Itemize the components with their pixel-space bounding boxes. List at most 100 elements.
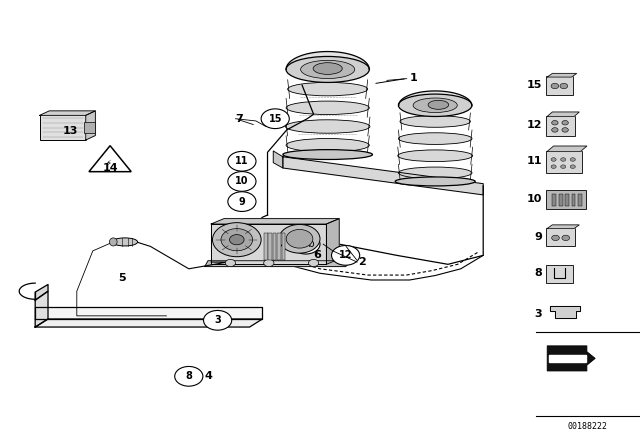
Polygon shape xyxy=(550,306,580,318)
Text: 14: 14 xyxy=(102,163,118,173)
Circle shape xyxy=(230,235,244,245)
Polygon shape xyxy=(35,291,48,327)
Ellipse shape xyxy=(286,101,369,115)
Circle shape xyxy=(212,223,261,257)
Ellipse shape xyxy=(286,56,369,82)
Polygon shape xyxy=(547,146,587,151)
Ellipse shape xyxy=(285,120,370,133)
Circle shape xyxy=(552,128,558,132)
Circle shape xyxy=(561,165,566,168)
Text: 15: 15 xyxy=(527,80,542,90)
Text: 9: 9 xyxy=(534,232,542,241)
Text: 4: 4 xyxy=(205,371,212,381)
Circle shape xyxy=(551,83,559,89)
Ellipse shape xyxy=(400,116,470,127)
Polygon shape xyxy=(205,261,352,267)
Polygon shape xyxy=(35,307,262,319)
Circle shape xyxy=(225,259,236,267)
Ellipse shape xyxy=(286,138,369,152)
Bar xyxy=(559,194,563,206)
Circle shape xyxy=(562,128,568,132)
Ellipse shape xyxy=(398,167,472,179)
Ellipse shape xyxy=(396,177,476,186)
Text: 15b: 15b xyxy=(296,239,316,249)
Polygon shape xyxy=(326,219,339,264)
Circle shape xyxy=(279,224,320,253)
Circle shape xyxy=(570,158,575,161)
FancyBboxPatch shape xyxy=(40,115,86,140)
Ellipse shape xyxy=(283,150,372,159)
Text: 10: 10 xyxy=(527,194,542,204)
FancyBboxPatch shape xyxy=(546,265,573,283)
Circle shape xyxy=(175,366,203,386)
FancyBboxPatch shape xyxy=(546,190,586,209)
Polygon shape xyxy=(283,157,483,195)
Circle shape xyxy=(551,158,556,161)
Ellipse shape xyxy=(398,94,472,116)
Ellipse shape xyxy=(398,133,472,144)
Circle shape xyxy=(332,246,360,265)
Ellipse shape xyxy=(413,98,458,112)
Text: 11: 11 xyxy=(235,156,249,166)
Ellipse shape xyxy=(301,60,355,78)
Text: 13: 13 xyxy=(63,126,78,136)
Polygon shape xyxy=(89,146,131,172)
Circle shape xyxy=(552,121,558,125)
Ellipse shape xyxy=(109,238,117,246)
Bar xyxy=(264,233,268,260)
Text: 9: 9 xyxy=(239,197,245,207)
Bar xyxy=(572,194,575,206)
FancyBboxPatch shape xyxy=(546,116,575,136)
Text: 10: 10 xyxy=(235,177,249,186)
Circle shape xyxy=(560,83,568,89)
Circle shape xyxy=(286,229,313,248)
Ellipse shape xyxy=(112,238,138,246)
Text: 7: 7 xyxy=(236,114,243,124)
Text: 12: 12 xyxy=(527,121,542,130)
Circle shape xyxy=(292,234,320,254)
Text: 8: 8 xyxy=(186,371,192,381)
Text: 1: 1 xyxy=(410,73,417,83)
Text: 6: 6 xyxy=(314,250,321,260)
FancyBboxPatch shape xyxy=(546,151,582,173)
FancyBboxPatch shape xyxy=(546,228,575,246)
Polygon shape xyxy=(35,319,262,327)
Circle shape xyxy=(570,165,575,168)
Bar xyxy=(552,194,556,206)
Text: 12: 12 xyxy=(339,250,353,260)
Polygon shape xyxy=(547,346,595,371)
Polygon shape xyxy=(549,355,586,362)
Circle shape xyxy=(551,165,556,168)
Text: 11: 11 xyxy=(527,156,542,166)
Ellipse shape xyxy=(313,63,342,74)
Circle shape xyxy=(562,235,570,241)
Text: 00188222: 00188222 xyxy=(568,422,607,431)
Circle shape xyxy=(228,151,256,171)
Polygon shape xyxy=(547,112,579,116)
Text: 15: 15 xyxy=(268,114,282,124)
Text: 8: 8 xyxy=(534,268,542,278)
Polygon shape xyxy=(547,73,577,77)
FancyBboxPatch shape xyxy=(84,122,95,133)
Bar xyxy=(282,233,285,260)
Circle shape xyxy=(261,109,289,129)
Circle shape xyxy=(561,158,566,161)
Polygon shape xyxy=(86,111,95,140)
Polygon shape xyxy=(35,284,48,300)
Text: 5: 5 xyxy=(118,273,126,283)
Polygon shape xyxy=(211,219,339,224)
Text: 3: 3 xyxy=(534,309,542,319)
Bar xyxy=(565,194,569,206)
Circle shape xyxy=(204,310,232,330)
Circle shape xyxy=(221,228,253,251)
Bar xyxy=(578,194,582,206)
Bar xyxy=(268,233,272,260)
Text: ⚡: ⚡ xyxy=(105,159,111,168)
Polygon shape xyxy=(40,111,95,116)
Ellipse shape xyxy=(288,82,368,96)
Bar xyxy=(277,233,281,260)
FancyBboxPatch shape xyxy=(546,76,573,95)
Circle shape xyxy=(552,235,559,241)
Ellipse shape xyxy=(398,150,473,162)
Circle shape xyxy=(228,192,256,211)
